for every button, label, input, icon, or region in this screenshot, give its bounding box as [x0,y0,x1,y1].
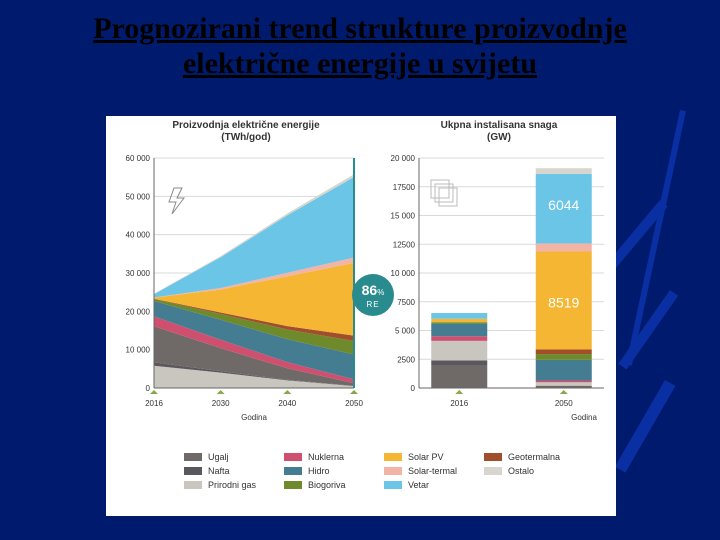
legend-label: Vetar [408,480,429,490]
legend-column: Nuklerna Hidro Biogoriva [284,452,346,494]
legend-item: Hidro [284,466,346,476]
legend-swatch [384,453,402,461]
legend: Ugalj Nafta Prirodni gas Nuklerna Hidro Biogo… [184,452,584,512]
legend-swatch [284,453,302,461]
svg-text:15 000: 15 000 [391,212,416,221]
legend-swatch [484,467,502,475]
re-badge: 86% RE [352,274,394,316]
svg-text:50 000: 50 000 [126,192,151,201]
svg-text:20 000: 20 000 [126,307,151,316]
svg-text:30 000: 30 000 [126,269,151,278]
right-chart-title: Ukpna instalisana snaga (GW) [404,120,594,144]
legend-swatch [184,467,202,475]
background-decoration [620,80,720,520]
svg-text:20 000: 20 000 [391,154,416,163]
legend-swatch [384,467,402,475]
svg-text:17500: 17500 [393,183,416,192]
svg-text:0: 0 [411,384,416,393]
svg-text:6044: 6044 [548,197,579,213]
legend-label: Biogoriva [308,480,346,490]
svg-text:Godina: Godina [571,413,597,422]
legend-item: Nuklerna [284,452,346,462]
legend-label: Solar PV [408,452,444,462]
legend-label: Nuklerna [308,452,344,462]
svg-text:40 000: 40 000 [126,231,151,240]
svg-text:5 000: 5 000 [395,327,416,336]
legend-column: Ugalj Nafta Prirodni gas [184,452,256,494]
svg-text:10 000: 10 000 [391,269,416,278]
legend-label: Hidro [308,466,330,476]
svg-text:2016: 2016 [145,399,163,408]
legend-item: Solar PV [384,452,457,462]
legend-swatch [384,481,402,489]
legend-swatch [284,467,302,475]
legend-label: Ugalj [208,452,229,462]
legend-item: Prirodni gas [184,480,256,490]
legend-item: Biogoriva [284,480,346,490]
svg-text:2050: 2050 [555,399,573,408]
badge-number: 86 [362,282,378,298]
chart-panel: Proizvodnja električne energije (TWh/god… [106,116,616,516]
slide-title: Prognozirani trend strukture proizvodnje… [0,0,720,85]
svg-text:2030: 2030 [212,399,230,408]
legend-item: Vetar [384,480,457,490]
left-chart-title: Proizvodnja električne energije (TWh/god… [146,120,346,144]
svg-text:10 000: 10 000 [126,346,151,355]
svg-text:2500: 2500 [397,355,415,364]
svg-text:60 000: 60 000 [126,154,151,163]
svg-text:2016: 2016 [450,399,468,408]
svg-text:Godina: Godina [241,413,267,422]
legend-swatch [184,453,202,461]
svg-text:2040: 2040 [278,399,296,408]
legend-swatch [284,481,302,489]
legend-label: Geotermalna [508,452,560,462]
right-chart-title-l1: Ukpna instalisana snaga [441,120,558,131]
svg-text:8519: 8519 [548,295,579,311]
right-bar-chart: 0 2500 5 000 7500 10 000 12500 15 000 17500 20 0… [371,148,616,438]
legend-label: Nafta [208,466,230,476]
title-line-1: Prognozirani trend strukture proizvodnje [93,12,627,45]
svg-text:7500: 7500 [397,298,415,307]
legend-swatch [184,481,202,489]
svg-text:0: 0 [146,384,151,393]
svg-text:2050: 2050 [345,399,363,408]
slide: Prognozirani trend strukture proizvodnje… [0,0,720,540]
legend-label: Ostalo [508,466,534,476]
title-line-2: električne energije u svijetu [183,47,537,80]
legend-item: Nafta [184,466,256,476]
legend-label: Prirodni gas [208,480,256,490]
legend-item: Ostalo [484,466,560,476]
legend-column: Solar PV Solar-termal Vetar [384,452,457,494]
left-area-chart: 0 10 000 20 000 30 000 40 000 50 000 60 000 201… [106,148,371,438]
left-chart-title-l2: (TWh/god) [221,132,270,143]
right-chart-title-l2: (GW) [487,132,511,143]
legend-swatch [484,453,502,461]
badge-percent: % [377,288,384,297]
legend-item: Geotermalna [484,452,560,462]
legend-column: Geotermalna Ostalo [484,452,560,480]
legend-item: Solar-termal [384,466,457,476]
badge-re-label: RE [366,300,379,309]
svg-text:12500: 12500 [393,240,416,249]
left-chart-title-l1: Proizvodnja električne energije [172,120,319,131]
legend-label: Solar-termal [408,466,457,476]
legend-item: Ugalj [184,452,256,462]
